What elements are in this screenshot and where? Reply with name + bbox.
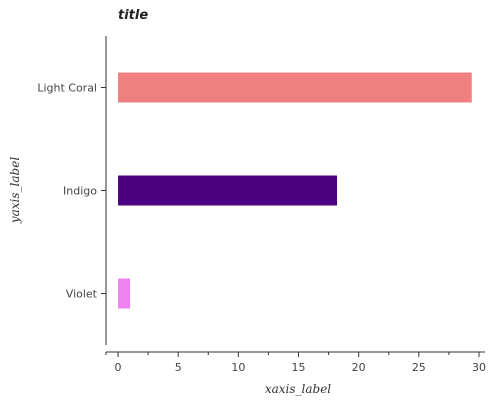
x-tick-label: 20 [352, 361, 366, 374]
y-tick-label: Violet [66, 288, 98, 301]
ticks-layer: Violet Indigo Light Coral 0 5 10 15 20 25 30 [37, 82, 486, 375]
y-tick-label: Indigo [63, 185, 97, 198]
x-tick-label: 30 [472, 361, 486, 374]
x-axis-label: xaxis_label [265, 382, 331, 396]
y-axis-label: yaxis_label [8, 157, 22, 224]
x-tick-label: 25 [412, 361, 426, 374]
x-tick-label: 5 [175, 361, 182, 374]
x-tick-label: 10 [231, 361, 245, 374]
x-tick-label: 0 [115, 361, 122, 374]
bar-light-coral [118, 72, 472, 103]
chart-title: title [118, 8, 148, 23]
bar-indigo [118, 175, 338, 206]
bars-layer [118, 72, 472, 309]
y-tick-label: Light Coral [37, 82, 97, 95]
bar-violet [118, 278, 131, 309]
x-tick-label: 15 [292, 361, 306, 374]
